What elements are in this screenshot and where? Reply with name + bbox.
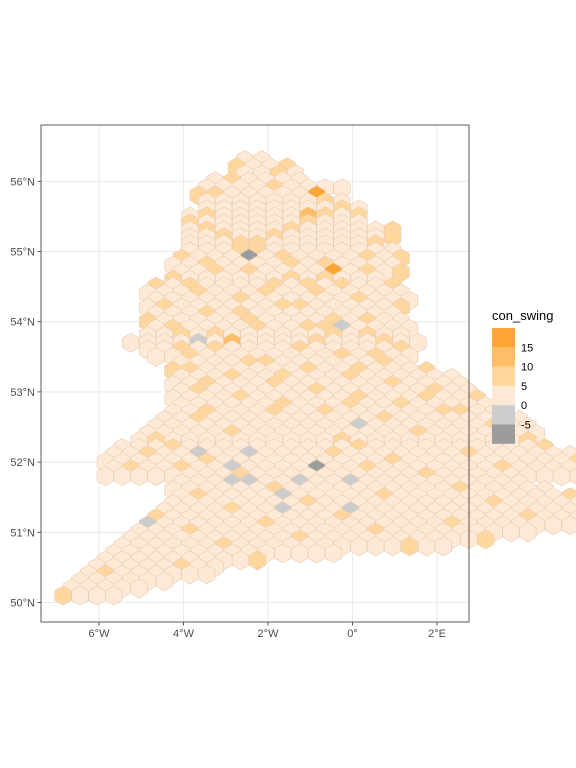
hex-tile — [561, 515, 576, 536]
legend-label: 15 — [521, 342, 533, 354]
hex-tile — [569, 467, 576, 485]
hex-tile — [105, 585, 123, 606]
x-tick-label: 2°W — [258, 628, 280, 640]
y-tick-label: 54°N — [10, 317, 35, 329]
legend-key — [492, 366, 515, 386]
y-tick-label: 51°N — [10, 527, 35, 539]
x-tick-label: 6°W — [89, 628, 111, 640]
legend-key — [492, 328, 515, 348]
panel-border — [40, 124, 470, 623]
hex-tile — [324, 543, 343, 564]
x-axis: 6°W 4°W 2°W 0° 2°E — [89, 622, 446, 640]
hex-tile — [519, 522, 537, 543]
legend-key — [492, 385, 515, 406]
x-tick-label: 4°W — [173, 628, 195, 640]
legend-label: 0 — [521, 400, 527, 412]
legend-label: 10 — [521, 362, 533, 374]
y-tick-label: 52°N — [10, 457, 35, 469]
y-tick-label: 56°N — [10, 176, 35, 188]
y-tick-label: 53°N — [10, 387, 35, 399]
y-tick-label: 55°N — [10, 247, 35, 259]
hex-tile — [155, 571, 174, 592]
legend-key — [492, 405, 515, 425]
hex-tile — [198, 564, 216, 585]
legend-label: -5 — [521, 420, 531, 432]
hex-tile — [476, 529, 495, 550]
legend: con_swing 15 10 5 0 -5 — [492, 308, 553, 444]
hex-tile — [434, 536, 452, 557]
x-tick-label: 2°E — [428, 628, 446, 640]
x-tick-label: 0° — [347, 628, 358, 640]
legend-key — [492, 424, 515, 444]
legend-keys: 15 10 5 0 -5 — [492, 328, 533, 444]
legend-title: con_swing — [492, 308, 553, 323]
hex-tiles — [54, 150, 576, 606]
hex-tile — [130, 578, 148, 599]
legend-key — [492, 347, 515, 367]
legend-label: 5 — [521, 381, 527, 393]
hex-tile — [248, 550, 267, 571]
y-axis: 50°N 51°N 52°N 53°N 54°N 55°N 56°N — [10, 176, 41, 610]
y-tick-label: 50°N — [10, 598, 35, 610]
